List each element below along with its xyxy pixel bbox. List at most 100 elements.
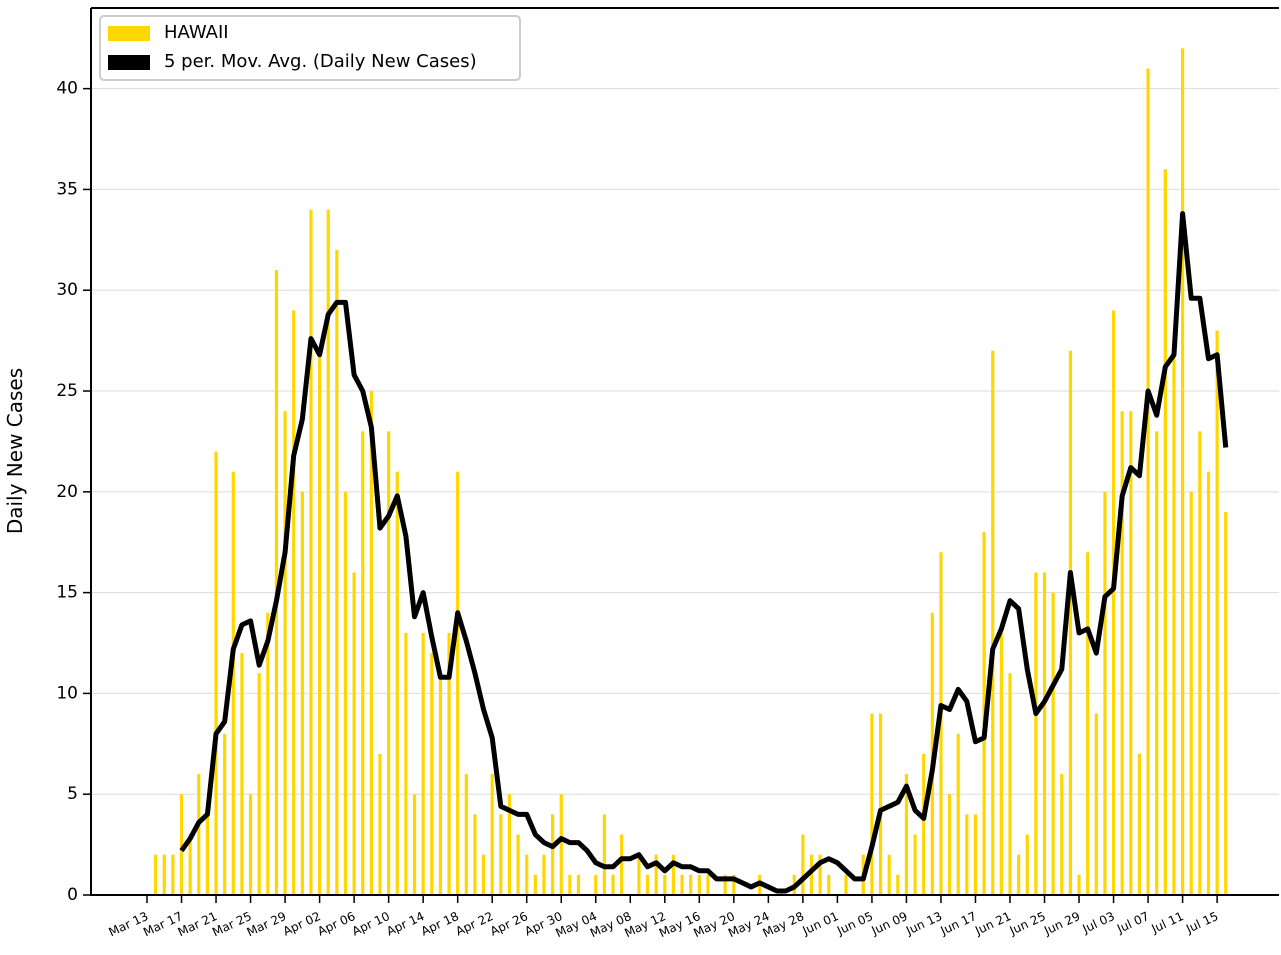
bar xyxy=(1155,431,1159,895)
bar xyxy=(154,854,158,895)
y-tick-label: 5 xyxy=(67,784,78,804)
x-tick-label: Apr 14 xyxy=(384,909,426,939)
bar xyxy=(654,854,658,895)
y-tick-label: 15 xyxy=(56,583,78,603)
bar xyxy=(697,874,701,895)
x-tick-label: Jun 29 xyxy=(1041,909,1082,938)
bar xyxy=(1146,68,1150,895)
x-tick-label: Mar 13 xyxy=(107,909,151,939)
bar xyxy=(723,874,727,895)
bar xyxy=(844,874,848,895)
bar xyxy=(706,874,710,895)
bar xyxy=(387,431,391,895)
bar xyxy=(1189,491,1193,895)
x-tick-label: Jul 15 xyxy=(1183,909,1220,936)
bar xyxy=(283,411,287,895)
bar xyxy=(1068,350,1073,895)
bar xyxy=(447,632,451,895)
x-tick-label: Jul 11 xyxy=(1149,909,1186,936)
bar xyxy=(257,673,261,895)
bar xyxy=(809,854,814,895)
bar xyxy=(965,814,969,895)
x-tick-label: Mar 21 xyxy=(176,909,220,939)
x-tick-label: Apr 10 xyxy=(350,909,392,939)
legend-swatch xyxy=(108,26,150,41)
bar xyxy=(309,209,313,895)
bar xyxy=(1111,310,1116,895)
bar xyxy=(1224,511,1228,895)
bar xyxy=(671,854,676,895)
bar xyxy=(956,733,960,895)
axes-frame xyxy=(90,7,1279,896)
bar xyxy=(395,471,399,895)
bar xyxy=(490,774,494,895)
bar xyxy=(481,854,486,895)
bar xyxy=(637,854,641,895)
bar xyxy=(516,834,520,895)
x-tick-label: Mar 17 xyxy=(141,909,185,939)
bar xyxy=(827,874,831,895)
bar xyxy=(533,874,537,895)
x-tick-label: Apr 18 xyxy=(419,909,461,939)
x-tick-label: Jun 17 xyxy=(938,909,979,938)
bar xyxy=(1129,411,1133,895)
bar xyxy=(438,673,443,895)
bar xyxy=(611,874,615,895)
bar xyxy=(1137,753,1142,895)
bar xyxy=(594,874,598,895)
bar xyxy=(1206,471,1211,895)
x-tick-label: Apr 22 xyxy=(453,909,495,939)
bar xyxy=(1051,592,1055,895)
bar xyxy=(188,834,192,895)
bar xyxy=(1042,572,1047,895)
x-tick-label: Jul 07 xyxy=(1114,909,1151,936)
bar xyxy=(412,794,417,895)
bar xyxy=(473,814,477,895)
bar xyxy=(973,814,978,895)
bar xyxy=(663,874,667,895)
bar xyxy=(300,491,304,895)
x-tick-label: Mar 25 xyxy=(210,909,254,939)
bar xyxy=(214,451,218,895)
bar xyxy=(645,874,650,895)
bar xyxy=(904,774,909,895)
bar xyxy=(1017,854,1021,895)
bar xyxy=(878,713,883,895)
bar xyxy=(369,391,373,895)
x-tick-label: Apr 06 xyxy=(315,909,357,939)
bar xyxy=(1086,552,1090,895)
bar xyxy=(1103,491,1107,895)
x-tick-label: Jul 03 xyxy=(1080,909,1117,936)
x-tick-label: Apr 02 xyxy=(281,909,323,939)
x-tick-label: Apr 26 xyxy=(488,909,530,939)
y-tick-label: 0 xyxy=(67,885,78,905)
bar xyxy=(335,249,339,896)
bar xyxy=(999,632,1003,895)
bar xyxy=(223,733,227,895)
bar xyxy=(559,794,563,895)
bar xyxy=(896,874,900,895)
bar xyxy=(430,653,434,895)
bar xyxy=(568,874,572,895)
y-tick-label: 25 xyxy=(56,381,78,401)
bar xyxy=(404,632,408,895)
x-tick-label: Jun 05 xyxy=(834,909,875,938)
x-tick-label: Jun 25 xyxy=(1007,909,1048,938)
legend-label: HAWAII xyxy=(164,22,229,43)
bar xyxy=(197,774,201,895)
bar xyxy=(456,471,460,895)
bar xyxy=(602,814,606,895)
bar xyxy=(1172,350,1176,895)
legend: HAWAII 5 per. Mov. Avg. (Daily New Cases) xyxy=(99,15,521,81)
x-tick-label: Jun 13 xyxy=(903,909,944,938)
bar xyxy=(499,814,503,895)
bar xyxy=(1077,874,1081,895)
bar xyxy=(352,572,356,895)
bar xyxy=(620,834,624,895)
bar xyxy=(991,350,995,895)
x-tick-label: Jun 09 xyxy=(869,909,910,938)
bar xyxy=(1034,572,1038,895)
y-axis-label: Daily New Cases xyxy=(3,368,27,534)
bar xyxy=(1094,713,1098,895)
